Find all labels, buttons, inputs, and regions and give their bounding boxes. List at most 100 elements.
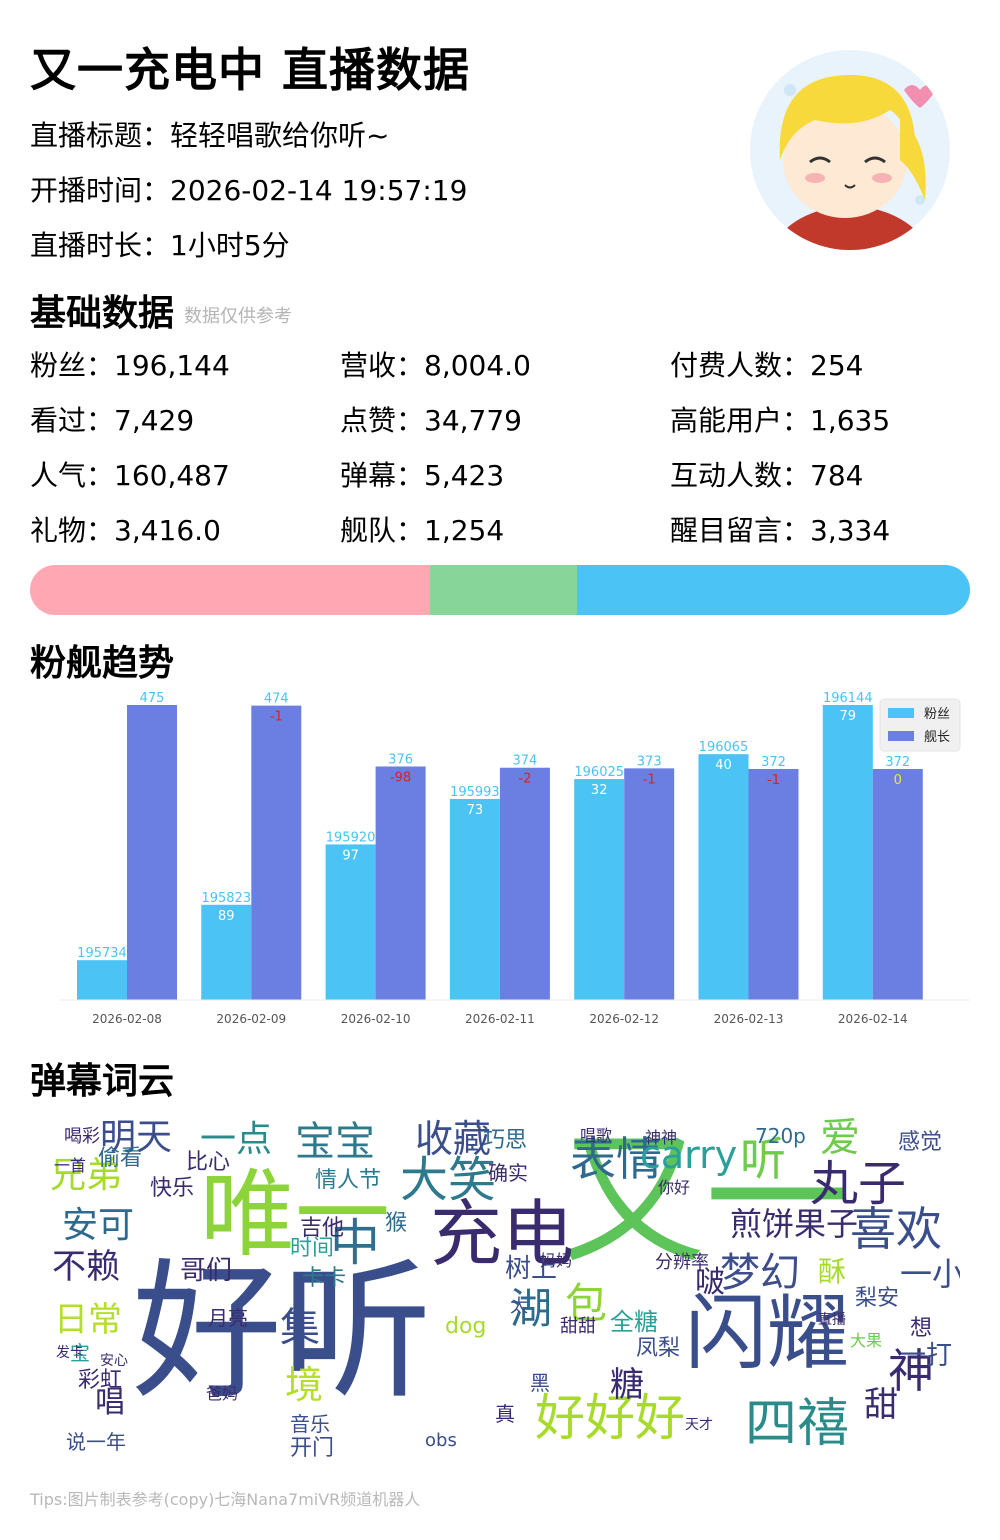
wordcloud-word: 720p [755, 1124, 806, 1148]
wordcloud-word: 日常 [54, 1300, 122, 1340]
chart-svg: 195734 475 2026-02-08 195823 89 474 -1 2026-02-… [60, 691, 970, 1026]
stat-popularity: 人气：160,487 [30, 454, 230, 494]
fans-delta-label: 40 [715, 758, 732, 773]
stat-value: 8,004.0 [424, 349, 531, 382]
wordcloud-word: 四禧 [745, 1394, 850, 1454]
fans-bar [449, 798, 500, 1000]
ratio-segment-2 [577, 565, 970, 615]
wordcloud-word: 啵 [695, 1265, 725, 1300]
fans-value-label: 196065 [699, 740, 749, 755]
wordcloud-word: 月亮 [208, 1306, 248, 1330]
stat-label: 看过： [30, 404, 115, 437]
stat-value: 1,635 [810, 404, 891, 437]
wordcloud-word: 好好好 [535, 1389, 685, 1447]
guard-delta-label: -1 [270, 710, 283, 725]
guard-delta-label: -98 [390, 770, 411, 785]
info-value: 2026-02-14 19:57:19 [170, 174, 468, 207]
wordcloud-word: 凤梨 [636, 1336, 681, 1361]
guard-bar [499, 767, 550, 1000]
wordcloud-word: 全糖 [610, 1308, 658, 1336]
wordcloud-word: carry [640, 1133, 738, 1177]
wordcloud-word: 煎饼果子 [730, 1205, 859, 1243]
x-tick-label: 2026-02-11 [465, 1012, 535, 1026]
stat-value: 196,144 [114, 349, 230, 382]
wordcloud-word: 不赖 [52, 1247, 120, 1287]
wordcloud-word: 唱 [95, 1385, 125, 1420]
wordcloud-word: 明天 [100, 1118, 173, 1158]
fans-bar [77, 960, 127, 1000]
footer-tips: Tips:图片制表参考(copy)七海Nana7miVR频道机器人 [30, 1490, 421, 1509]
wordcloud-word: 猴 [385, 1211, 408, 1236]
revenue-ratio-bar [30, 565, 970, 615]
wordcloud-heading: 弹幕词云 [30, 1061, 175, 1102]
info-value: 轻轻唱歌给你听~ [170, 119, 390, 152]
stat-likes: 点赞：34,779 [340, 399, 522, 439]
section-title: 基础数据 [30, 293, 175, 334]
guard-value-label: 374 [512, 754, 537, 769]
wordcloud-word: 彩虹 [78, 1368, 123, 1393]
trend-heading: 粉舰趋势 [30, 643, 175, 684]
wordcloud-word: 巧思 [483, 1128, 528, 1153]
wordcloud-word: 宝宝 [295, 1119, 375, 1165]
x-tick-label: 2026-02-12 [589, 1012, 659, 1026]
wordcloud-word: obs [425, 1430, 457, 1451]
wordcloud-word: 神 [888, 1344, 934, 1398]
wordcloud-word: 甜 [864, 1385, 898, 1425]
stat-high-energy-users: 高能用户：1,635 [670, 399, 890, 439]
fans-bar [201, 904, 252, 1000]
stat-revenue: 营收：8,004.0 [340, 344, 531, 384]
guard-value-label: 372 [885, 755, 910, 770]
wordcloud-word: 安心 [100, 1353, 128, 1369]
wordcloud-word: dog [445, 1314, 487, 1339]
wordcloud-word: 湖 [510, 1284, 553, 1333]
fans-bar [822, 705, 873, 1000]
ratio-segment-0 [30, 565, 431, 615]
wordcloud-word: 哥们 [180, 1256, 233, 1286]
fans-bar [325, 844, 376, 1000]
wordcloud-word: 想 [910, 1316, 933, 1341]
wordcloud-word: 喜欢 [850, 1202, 942, 1256]
fans-delta-label: 32 [591, 783, 608, 798]
info-label: 直播标题： [30, 119, 171, 152]
x-tick-label: 2026-02-08 [92, 1012, 162, 1026]
guard-delta-label: 0 [894, 773, 902, 788]
guard-bar [872, 768, 923, 1000]
stat-value: 784 [810, 459, 864, 492]
avatar [750, 50, 950, 250]
fans-value-label: 195993 [450, 785, 500, 800]
guard-bar [748, 768, 799, 1000]
fans-value-label: 195734 [77, 946, 127, 961]
stat-label: 人气： [30, 459, 115, 492]
stat-label: 营收： [340, 349, 425, 382]
wordcloud-word: 闪耀 [685, 1286, 850, 1381]
guard-value-label: 372 [761, 755, 786, 770]
stat-value: 7,429 [114, 404, 195, 437]
stat-value: 34,779 [424, 404, 522, 437]
stat-value: 1,254 [424, 514, 505, 547]
stat-interactions: 互动人数：784 [670, 454, 863, 494]
wordcloud-word: 确实 [488, 1161, 528, 1185]
wordcloud-word: 你好 [658, 1178, 691, 1197]
stat-danmaku: 弹幕：5,423 [340, 454, 504, 494]
wordcloud-word: 梦幻 [720, 1250, 800, 1296]
x-tick-label: 2026-02-14 [838, 1012, 908, 1026]
fans-delta-label: 89 [218, 909, 235, 924]
guard-bar [375, 766, 426, 1000]
wordcloud-word: 梨安 [855, 1286, 900, 1311]
wordcloud-word: 卡卡 [302, 1266, 347, 1291]
stat-label: 互动人数： [670, 459, 811, 492]
guard-bar [127, 705, 177, 1000]
wordcloud-word: 集 [280, 1305, 320, 1351]
wordcloud-word: 表情 [570, 1132, 662, 1186]
wordcloud-word: 唱歌 [580, 1126, 613, 1145]
wordcloud-word: 充电 [430, 1192, 575, 1276]
fans-delta-label: 79 [840, 709, 857, 724]
wordcloud-word: 情人节 [315, 1168, 382, 1193]
stat-value: 3,416.0 [114, 514, 221, 547]
wordcloud-word: 又一 [560, 1118, 850, 1285]
wordcloud-word: 天才 [685, 1417, 713, 1433]
info-live-title: 直播标题：轻轻唱歌给你听~ [30, 114, 389, 154]
info-duration: 直播时长：1小时5分 [30, 224, 290, 264]
wordcloud-word: 太 [510, 1296, 528, 1317]
wordcloud-word: 说一年 [66, 1430, 126, 1454]
